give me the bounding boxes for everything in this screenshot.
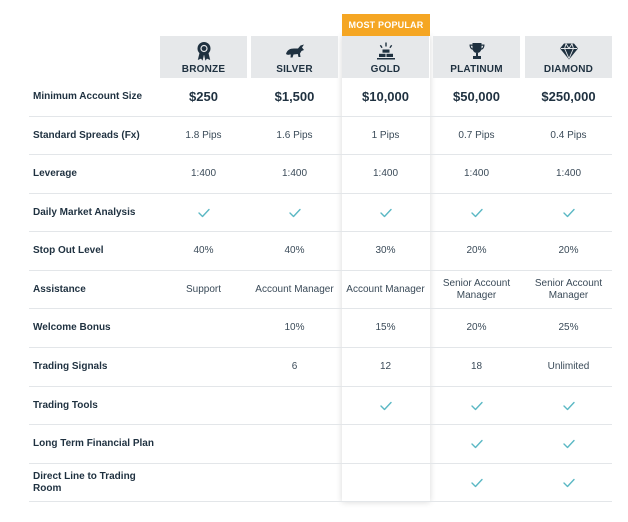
tier-name: GOLD bbox=[370, 64, 401, 75]
table-cell: 20% bbox=[466, 245, 487, 256]
row-label: Direct Line to Trading Room bbox=[33, 470, 136, 494]
tier-name: PLATINUM bbox=[450, 64, 503, 75]
check-icon bbox=[251, 194, 338, 231]
table-cell: 1:400 bbox=[372, 168, 399, 179]
table-cell: 6 bbox=[291, 361, 298, 372]
table-cell: 0.4 Pips bbox=[550, 129, 587, 141]
check-icon bbox=[525, 464, 612, 501]
table-cell: $250,000 bbox=[541, 89, 596, 104]
table-cell: 40% bbox=[193, 245, 214, 256]
table-row: Direct Line to Trading Room bbox=[29, 464, 612, 502]
check-icon bbox=[525, 425, 612, 463]
check-icon bbox=[342, 194, 429, 231]
table-row: Standard Spreads (Fx) 1.8 Pips 1.6 Pips 1 P… bbox=[29, 117, 612, 155]
table-cell: 1:400 bbox=[463, 168, 490, 179]
row-label: Trading Tools bbox=[33, 399, 98, 411]
row-label: Standard Spreads (Fx) bbox=[33, 129, 140, 141]
table-row: Trading Signals 6 12 18 Unlimited bbox=[29, 348, 612, 387]
table-row: Welcome Bonus 10% 15% 20% 25% bbox=[29, 309, 612, 348]
tier-header-gold: GOLD bbox=[342, 36, 429, 78]
table-cell: Account Manager bbox=[255, 283, 334, 295]
tier-header-platinum: PLATINUM bbox=[433, 36, 520, 78]
row-label: Minimum Account Size bbox=[33, 91, 143, 102]
row-label: Daily Market Analysis bbox=[33, 206, 136, 218]
table-row: Leverage 1:400 1:400 1:400 1:400 1:400 bbox=[29, 155, 612, 194]
tier-header-silver: SILVER bbox=[251, 36, 338, 78]
table-cell: $1,500 bbox=[274, 89, 315, 104]
tier-name: SILVER bbox=[276, 64, 313, 75]
table-cell: 1.8 Pips bbox=[185, 129, 222, 141]
award-ribbon-icon bbox=[194, 40, 214, 62]
table-cell: Support bbox=[185, 283, 222, 295]
table-cell: $250 bbox=[189, 89, 218, 104]
table-cell: 30% bbox=[375, 245, 396, 256]
check-icon bbox=[342, 387, 429, 424]
tier-name: DIAMOND bbox=[543, 64, 594, 75]
check-icon bbox=[525, 194, 612, 231]
table-cell: 1:400 bbox=[555, 168, 582, 179]
bull-icon bbox=[285, 40, 305, 62]
table-cell: 18 bbox=[470, 361, 483, 372]
table-row: Daily Market Analysis bbox=[29, 194, 612, 232]
row-label: Leverage bbox=[33, 168, 77, 179]
table-cell: 20% bbox=[558, 245, 579, 256]
check-icon bbox=[433, 425, 520, 463]
table-cell: 25% bbox=[558, 322, 579, 333]
table-cell: $50,000 bbox=[453, 89, 500, 104]
tier-name: BRONZE bbox=[181, 64, 226, 75]
table-cell: Unlimited bbox=[547, 361, 590, 372]
row-label: Stop Out Level bbox=[33, 245, 104, 256]
check-icon bbox=[525, 387, 612, 424]
row-label: Long Term Financial Plan bbox=[33, 438, 154, 449]
table-cell: Senior Account Manager bbox=[442, 277, 511, 301]
row-label: Welcome Bonus bbox=[33, 322, 111, 333]
gold-bars-icon bbox=[376, 40, 396, 62]
table-cell: 10% bbox=[284, 322, 305, 333]
table-cell: 1.6 Pips bbox=[276, 129, 313, 141]
table-row: Assistance Support Account Manager Account … bbox=[29, 271, 612, 309]
table-cell: 12 bbox=[379, 361, 392, 372]
table-row: Trading Tools bbox=[29, 387, 612, 425]
diamond-icon bbox=[559, 40, 579, 62]
table-cell: Senior Account Manager bbox=[534, 277, 603, 301]
tier-header-bronze: BRONZE bbox=[160, 36, 247, 78]
trophy-icon bbox=[467, 40, 487, 62]
table-row: Stop Out Level 40% 40% 30% 20% 20% bbox=[29, 232, 612, 271]
table-cell: 15% bbox=[375, 322, 396, 333]
table-cell: 1:400 bbox=[281, 168, 308, 179]
row-label: Assistance bbox=[33, 283, 86, 295]
check-icon bbox=[160, 194, 247, 231]
tier-header-diamond: DIAMOND bbox=[525, 36, 612, 78]
table-cell: 20% bbox=[466, 322, 487, 333]
check-icon bbox=[433, 387, 520, 424]
most-popular-badge: MOST POPULAR bbox=[342, 14, 430, 36]
table-cell: 1:400 bbox=[190, 168, 217, 179]
table-cell: $10,000 bbox=[362, 89, 409, 104]
row-label: Trading Signals bbox=[33, 361, 108, 372]
check-icon bbox=[433, 194, 520, 231]
table-cell: 0.7 Pips bbox=[458, 129, 495, 141]
table-row: Minimum Account Size $250 $1,500 $10,000 $50… bbox=[29, 78, 612, 117]
table-cell: 1 Pips bbox=[371, 129, 400, 141]
table-cell: 40% bbox=[284, 245, 305, 256]
check-icon bbox=[433, 464, 520, 501]
table-cell: Account Manager bbox=[346, 283, 425, 295]
table-row: Long Term Financial Plan bbox=[29, 425, 612, 464]
